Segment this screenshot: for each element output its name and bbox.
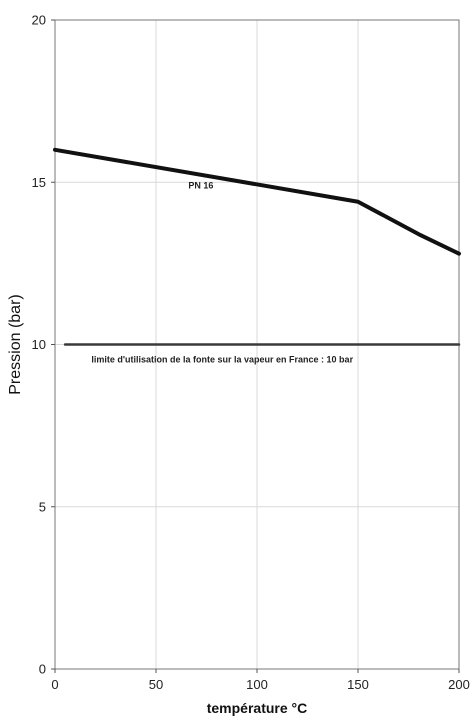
annotation-1: PN 16 (188, 181, 213, 191)
series (53, 147, 461, 346)
y-tick-label: 15 (32, 175, 46, 190)
annotation-2: limite d'utilisation de la fonte sur la … (91, 354, 353, 364)
x-tick-label: 50 (149, 677, 163, 692)
axis-ticks: 0 50 100 150 200 0 5 10 15 20 (32, 13, 470, 693)
y-tick-label: 20 (32, 13, 46, 28)
series-line-1 (53, 147, 461, 256)
y-axis-title: Pression (bar) (7, 294, 24, 394)
y-tick-label: 0 (39, 662, 46, 677)
x-tick-label: 200 (448, 677, 470, 692)
x-axis-title: température °C (207, 700, 308, 716)
y-tick-label: 5 (39, 499, 46, 514)
annotations: PN 16 limite d'utilisation de la fonte su… (91, 181, 353, 365)
y-tick-label: 10 (32, 337, 46, 352)
x-tick-label: 100 (246, 677, 268, 692)
x-tick-label: 0 (51, 677, 58, 692)
x-tick-label: 150 (347, 677, 369, 692)
